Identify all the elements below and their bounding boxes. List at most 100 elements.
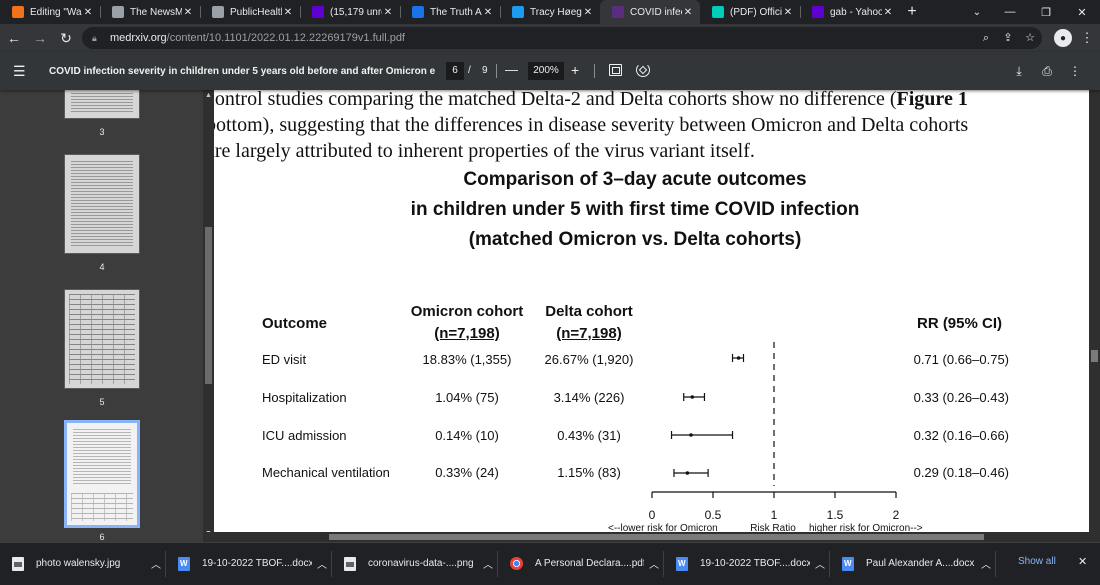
sidebar-scrollbar[interactable]: ▲ ▼ <box>203 90 214 542</box>
sidebar-scroll-thumb[interactable] <box>205 227 212 384</box>
bookmark-star-icon[interactable]: ☆ <box>1025 32 1035 44</box>
rotate-icon[interactable] <box>636 63 650 77</box>
document-scroll-thumb[interactable] <box>1091 350 1098 362</box>
scroll-up-icon[interactable]: ▲ <box>205 92 212 99</box>
download-item[interactable]: photo walensky.jpg ︿ <box>0 543 166 585</box>
browser-tab-5[interactable]: Tracy Høeg, M✕ <box>500 0 600 24</box>
lock-icon[interactable]: 🔒︎ <box>92 32 97 43</box>
zoom-icon[interactable]: ⌕ <box>982 32 990 44</box>
page-separator: / <box>468 65 471 76</box>
zoom-out-button[interactable]: — <box>505 62 518 77</box>
download-item[interactable]: A Personal Declara....pdf ︿ <box>498 543 664 585</box>
zoom-in-button[interactable]: + <box>571 62 580 78</box>
restore-button[interactable]: ❐ <box>1041 6 1051 19</box>
x-label-left: <--lower risk for Omicron <box>608 523 718 534</box>
download-item[interactable]: Paul Alexander A....docx ︿ <box>830 543 996 585</box>
browser-tab-1[interactable]: The NewsMak✕ <box>100 0 200 24</box>
browser-tab-7[interactable]: (PDF) Official✕ <box>700 0 800 24</box>
word-file-icon <box>676 556 688 571</box>
thumbnail-number: 4 <box>99 262 105 272</box>
page-total: 9 <box>482 65 488 76</box>
forward-icon[interactable]: → <box>33 30 47 46</box>
page-thumbnail-5[interactable] <box>64 289 140 389</box>
row-outcome: ICU admission <box>262 428 347 443</box>
row-rr-value: 0.33 (0.26–0.43) <box>913 390 1009 405</box>
share-icon[interactable]: ⇪ <box>1003 32 1013 44</box>
header-delta-n-text: (n=7,198) <box>556 325 622 342</box>
close-tab-icon[interactable]: ✕ <box>83 6 93 18</box>
browser-tab-4[interactable]: The Truth Abo✕ <box>400 0 500 24</box>
tab-title: (PDF) Official <box>730 6 782 18</box>
tab-title: Editing "Wang <box>30 6 82 18</box>
download-item[interactable]: coronavirus-data-....png ︿ <box>332 543 498 585</box>
thumbnail-content <box>71 93 133 112</box>
thumbnail-content <box>71 493 133 521</box>
browser-menu-icon[interactable]: ⋮ <box>1080 30 1094 45</box>
row-outcome: Hospitalization <box>262 390 347 405</box>
new-tab-button[interactable]: + <box>907 3 917 20</box>
url-path: /content/10.1101/2022.01.12.22269179v1.f… <box>166 32 405 44</box>
download-item[interactable]: 19-10-2022 TBOF....docx ︿ <box>166 543 332 585</box>
close-tab-icon[interactable]: ✕ <box>483 6 493 18</box>
profile-avatar-icon[interactable]: ● <box>1054 29 1072 47</box>
close-tab-icon[interactable]: ✕ <box>883 6 893 18</box>
yahoo-icon <box>812 6 824 18</box>
menu-icon[interactable]: ☰ <box>13 62 26 79</box>
show-all-downloads-link[interactable]: Show all <box>1018 556 1056 567</box>
page-number-input[interactable]: 6 <box>446 62 464 80</box>
chevron-up-icon[interactable]: ︿ <box>981 560 991 571</box>
blogger-icon <box>12 6 24 18</box>
page-thumbnail-3[interactable] <box>64 90 140 119</box>
close-shelf-icon[interactable]: ✕ <box>1078 556 1088 568</box>
chevron-up-icon[interactable]: ︿ <box>317 560 327 571</box>
page-thumbnail-6[interactable] <box>64 420 140 528</box>
close-window-button[interactable]: ✕ <box>1077 6 1087 19</box>
back-icon[interactable]: ← <box>7 30 21 46</box>
word-file-icon <box>178 556 190 571</box>
browser-tab-3[interactable]: (15,179 unrea✕ <box>300 0 400 24</box>
download-icon[interactable]: ⤓ <box>1016 64 1022 78</box>
tab-strip: Editing "Wang✕ The NewsMak✕ PublicHealth… <box>0 0 1100 24</box>
chevron-up-icon[interactable]: ︿ <box>151 560 161 571</box>
close-tab-icon[interactable]: ✕ <box>783 6 793 18</box>
researchgate-icon <box>712 6 724 18</box>
chevron-up-icon[interactable]: ︿ <box>649 560 659 571</box>
close-tab-icon[interactable]: ✕ <box>283 6 293 18</box>
browser-tab-0[interactable]: Editing "Wang✕ <box>0 0 100 24</box>
header-omicron-n-text: (n=7,198) <box>434 325 500 342</box>
chart-title-line-1: Comparison of 3–day acute outcomes <box>463 169 807 190</box>
horizontal-scroll-thumb[interactable] <box>329 534 984 540</box>
minimize-button[interactable]: — <box>1004 6 1016 18</box>
close-tab-icon[interactable]: ✕ <box>383 6 393 18</box>
close-tab-icon[interactable]: ✕ <box>583 6 593 18</box>
row-outcome: Mechanical ventilation <box>262 465 390 480</box>
print-icon[interactable]: ⎙ <box>1042 64 1052 78</box>
header-delta: Delta cohort <box>545 303 633 320</box>
pdf-toolbar: ☰ COVID infection severity in children u… <box>0 52 1100 90</box>
close-tab-icon[interactable]: ✕ <box>183 6 193 18</box>
browser-tab-6[interactable]: COVID infectio✕ <box>600 0 700 24</box>
fit-page-icon[interactable] <box>609 64 622 76</box>
header-delta-n: (n=7,198) <box>524 325 654 342</box>
chevron-up-icon[interactable]: ︿ <box>483 560 493 571</box>
document-horizontal-scrollbar[interactable] <box>203 532 1089 542</box>
chevron-up-icon[interactable]: ︿ <box>815 560 825 571</box>
tab-title: (15,179 unrea <box>330 6 382 18</box>
browser-tab-2[interactable]: PublicHealth.n✕ <box>200 0 300 24</box>
body-text-span: control studies comparing the matched De… <box>214 90 897 110</box>
close-tab-icon[interactable]: ✕ <box>683 6 693 18</box>
download-filename: coronavirus-data-....png <box>368 558 474 569</box>
row-delta-value: 1.15% (83) <box>557 465 621 480</box>
download-item[interactable]: 19-10-2022 TBOF....docx ︿ <box>664 543 830 585</box>
browser-toolbar: ← → ↻ 🔒︎ medrxiv.org/content/10.1101/202… <box>0 24 1100 52</box>
pdf-page: control studies comparing the matched De… <box>214 90 1089 542</box>
address-bar[interactable]: 🔒︎ medrxiv.org/content/10.1101/2022.01.1… <box>82 27 1042 49</box>
page-thumbnail-4[interactable] <box>64 154 140 254</box>
row-omicron-value: 18.83% (1,355) <box>422 352 512 367</box>
tab-search-icon[interactable]: ⌄ <box>972 6 982 18</box>
reload-icon[interactable]: ↻ <box>60 29 72 46</box>
zoom-input[interactable]: 200% <box>528 62 564 80</box>
browser-tab-8[interactable]: gab - Yahoo S✕ <box>800 0 900 24</box>
document-vertical-scrollbar[interactable] <box>1089 90 1100 542</box>
more-actions-icon[interactable]: ⋮ <box>1069 64 1081 78</box>
